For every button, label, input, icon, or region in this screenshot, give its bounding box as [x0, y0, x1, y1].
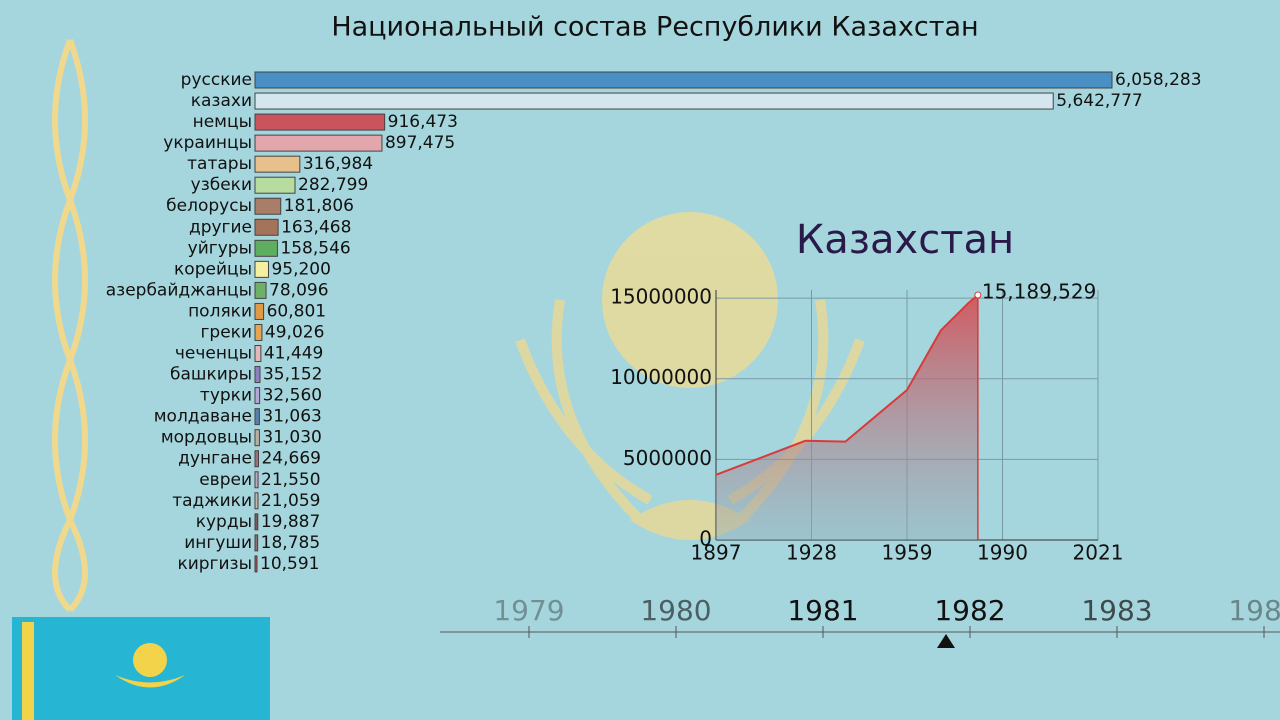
bar	[254, 450, 259, 468]
value-label: 21,550	[261, 470, 320, 490]
x-tick-label: 1990	[977, 541, 1028, 565]
bar-label: мордовцы	[161, 428, 252, 448]
value-label: 5,642,777	[1056, 91, 1143, 111]
bar	[254, 134, 383, 152]
bar-label: татары	[187, 154, 252, 174]
bar	[254, 492, 259, 510]
value-label: 282,799	[298, 175, 368, 195]
bar	[254, 92, 1054, 110]
bar-label: курды	[196, 512, 252, 532]
bar-label: белорусы	[166, 196, 252, 216]
x-tick-label: 1928	[786, 541, 837, 565]
bar-label: уйгуры	[188, 238, 252, 258]
y-tick-label: 15000000	[610, 285, 712, 309]
bar-label: корейцы	[174, 259, 252, 279]
bar-label: другие	[189, 217, 252, 237]
ornament	[52, 38, 88, 613]
timeline-label: 1979	[493, 594, 564, 627]
value-label: 18,785	[261, 533, 320, 553]
x-tick-label: 1959	[882, 541, 933, 565]
bar-label: ингуши	[184, 533, 252, 553]
bar	[254, 71, 1113, 89]
chart-title: Национальный состав Республики Казахстан	[331, 12, 978, 43]
inset-title: Казахстан	[796, 217, 1014, 263]
bar	[254, 366, 261, 384]
value-label: 6,058,283	[1115, 70, 1202, 90]
bar-label: казахи	[191, 91, 252, 111]
x-tick-label: 1897	[691, 541, 742, 565]
value-label: 78,096	[269, 280, 328, 300]
bar	[254, 176, 296, 194]
bar-label: евреи	[199, 470, 252, 490]
y-tick-label: 10000000	[610, 365, 712, 389]
bar	[254, 281, 267, 299]
value-label: 21,059	[261, 491, 320, 511]
value-label: 163,468	[281, 217, 351, 237]
bar	[254, 387, 261, 405]
bar	[254, 429, 260, 447]
bar-label: узбеки	[191, 175, 252, 195]
bar	[254, 513, 259, 531]
bar	[254, 323, 263, 341]
line	[715, 294, 979, 476]
bar	[254, 155, 301, 173]
bar	[254, 555, 258, 573]
bar-label: башкиры	[170, 365, 252, 385]
bar	[254, 534, 259, 552]
bar-label: русские	[181, 70, 252, 90]
bar-label: таджики	[172, 491, 252, 511]
bar	[254, 345, 262, 363]
point	[974, 291, 982, 299]
bar	[254, 302, 265, 320]
bar-label: поляки	[188, 301, 252, 321]
value-label: 31,063	[262, 407, 321, 427]
value-label: 916,473	[388, 112, 458, 132]
bar	[254, 471, 259, 489]
bar	[254, 260, 269, 278]
value-label: 31,030	[262, 428, 321, 448]
value-label: 49,026	[265, 322, 324, 342]
x-tick-label: 2021	[1073, 541, 1124, 565]
bar-label: дунгане	[178, 449, 252, 469]
timeline-label: 1983	[1081, 594, 1152, 627]
timeline-cursor	[937, 634, 955, 648]
value-label: 158,546	[280, 238, 350, 258]
value-label: 32,560	[263, 386, 322, 406]
bar-label: немцы	[193, 112, 252, 132]
y-tick-label: 0	[699, 527, 712, 551]
timeline-label: 1980	[640, 594, 711, 627]
bar-label: чеченцы	[175, 344, 252, 364]
timeline-label: 1981	[787, 594, 858, 627]
bar-label: украинцы	[163, 133, 252, 153]
value-label: 19,887	[261, 512, 320, 532]
bar	[254, 197, 282, 215]
timeline: 1979 1980 1981 1982 1983 1984	[440, 594, 1280, 648]
value-label: 316,984	[303, 154, 373, 174]
flag	[12, 617, 270, 720]
bar	[254, 113, 386, 131]
bar	[254, 239, 278, 257]
bar	[254, 218, 279, 236]
bar-label: турки	[200, 386, 252, 406]
value-label: 15,189,529	[982, 280, 1097, 304]
value-label: 41,449	[264, 344, 323, 364]
bar	[254, 408, 260, 426]
value-label: 897,475	[385, 133, 455, 153]
timeline-label: 1982	[934, 594, 1005, 627]
timeline-label: 1984	[1228, 594, 1280, 627]
value-label: 35,152	[263, 365, 322, 385]
value-label: 95,200	[271, 259, 330, 279]
y-tick-label: 5000000	[623, 446, 712, 470]
area	[716, 295, 978, 540]
bar-label: киргизы	[177, 554, 252, 574]
value-label: 24,669	[261, 449, 320, 469]
value-label: 10,591	[260, 554, 319, 574]
value-label: 181,806	[284, 196, 354, 216]
bar-label: греки	[201, 322, 253, 342]
bar-label: молдаване	[154, 407, 252, 427]
bar-label: азербайджанцы	[106, 280, 252, 300]
value-label: 60,801	[267, 301, 326, 321]
